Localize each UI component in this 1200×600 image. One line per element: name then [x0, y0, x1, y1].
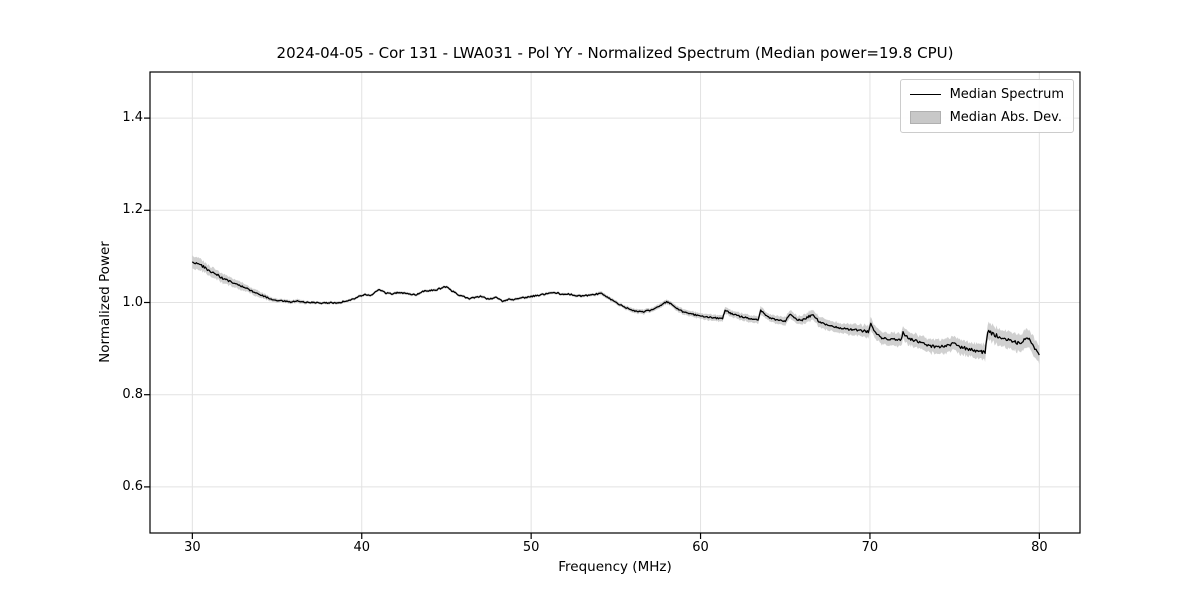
- y-tick-label: 0.8: [122, 386, 143, 402]
- y-tick-label: 1.0: [122, 294, 143, 310]
- legend-label: Median Spectrum: [949, 86, 1064, 102]
- median-abs-dev-band: [192, 255, 1040, 365]
- y-tick-label: 0.6: [122, 478, 143, 494]
- x-tick-label: 70: [861, 540, 879, 555]
- x-tick-label: 40: [353, 540, 370, 555]
- x-axis-label: Frequency (MHz): [558, 559, 672, 575]
- x-tick-label: 30: [184, 540, 201, 555]
- y-tick-label: 1.2: [122, 202, 143, 218]
- y-tick-label: 1.4: [122, 110, 143, 126]
- patch-swatch-icon: [909, 110, 941, 124]
- median-spectrum-line: [191, 261, 1040, 356]
- legend: Median Spectrum Median Abs. Dev.: [899, 79, 1074, 133]
- line-swatch-icon: [909, 93, 941, 95]
- legend-entry-median-abs-dev: Median Abs. Dev.: [909, 108, 1064, 126]
- chart-title: 2024-04-05 - Cor 131 - LWA031 - Pol YY -…: [276, 44, 954, 62]
- legend-entry-median-spectrum: Median Spectrum: [909, 85, 1064, 103]
- legend-label: Median Abs. Dev.: [949, 109, 1063, 125]
- x-tick-label: 80: [1031, 540, 1048, 555]
- x-tick-label: 50: [522, 540, 540, 555]
- x-tick-label: 60: [692, 540, 709, 555]
